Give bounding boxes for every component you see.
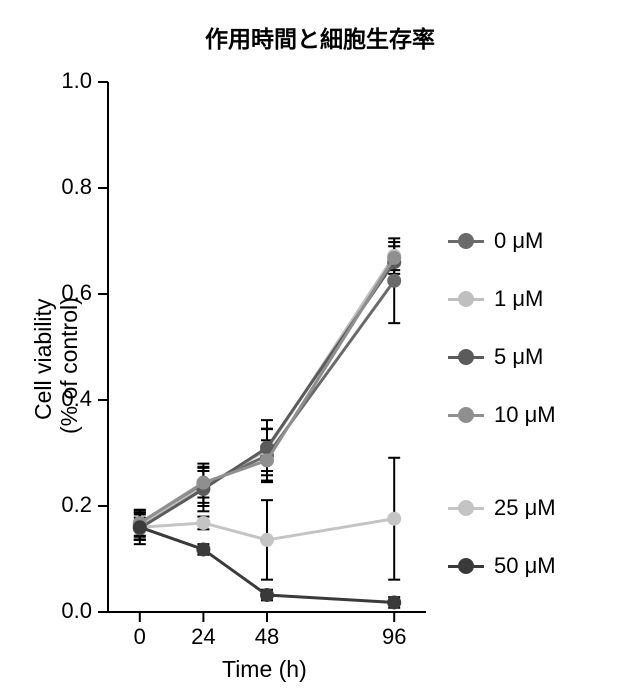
legend-label: 25 μM — [494, 495, 556, 521]
y-tick-label: 0.8 — [61, 174, 92, 199]
y-axis-label-line1: Cell viability — [30, 299, 57, 420]
legend-item: 0 μM — [448, 228, 543, 254]
series-marker — [260, 453, 274, 467]
series-line — [140, 262, 394, 528]
series-marker — [260, 588, 274, 602]
series-marker — [260, 533, 274, 547]
legend-label: 1 μM — [494, 286, 543, 312]
legend-marker-icon — [458, 407, 474, 423]
y-tick-label: 1.0 — [61, 68, 92, 93]
legend-marker-icon — [458, 349, 474, 365]
legend-marker-icon — [458, 291, 474, 307]
legend-marker-icon — [458, 500, 474, 516]
x-tick-label: 24 — [191, 624, 215, 649]
series-marker — [196, 476, 210, 490]
series-marker — [196, 542, 210, 556]
legend-item: 5 μM — [448, 344, 543, 370]
legend-label: 50 μM — [494, 553, 556, 579]
x-tick-label: 96 — [382, 624, 406, 649]
series-marker — [196, 516, 210, 530]
legend-item: 50 μM — [448, 553, 556, 579]
y-tick-label: 0.0 — [61, 598, 92, 623]
series-marker — [387, 512, 401, 526]
series-line — [140, 258, 394, 523]
x-tick-label: 48 — [255, 624, 279, 649]
line-chart: 0.00.20.40.60.81.00244896 — [0, 0, 640, 697]
legend-label: 5 μM — [494, 344, 543, 370]
legend-marker-icon — [458, 233, 474, 249]
x-axis-label: Time (h) — [222, 656, 307, 683]
legend-marker-icon — [458, 558, 474, 574]
legend-item: 25 μM — [448, 495, 556, 521]
series-marker — [387, 251, 401, 265]
legend-label: 0 μM — [494, 228, 543, 254]
series-marker — [387, 595, 401, 609]
y-axis-label-line2: (% of control) — [56, 297, 83, 434]
y-tick-label: 0.2 — [61, 492, 92, 517]
legend-label: 10 μM — [494, 402, 556, 428]
x-tick-label: 0 — [134, 624, 146, 649]
series-marker — [387, 274, 401, 288]
series-marker — [133, 520, 147, 534]
legend-item: 10 μM — [448, 402, 556, 428]
series-line — [140, 256, 394, 526]
legend-item: 1 μM — [448, 286, 543, 312]
